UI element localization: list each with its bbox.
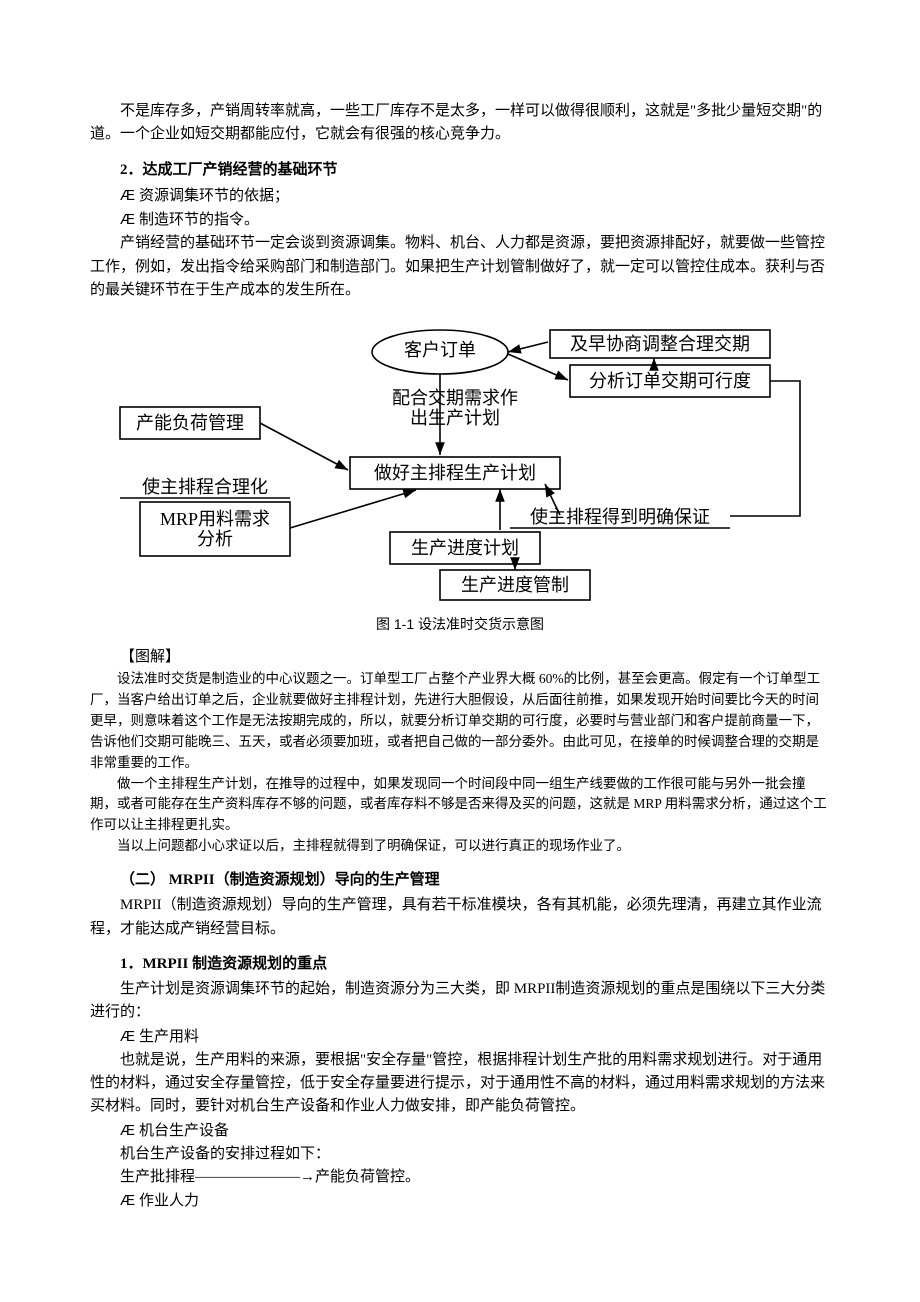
graphnote-p3: 当以上问题都小心求证以后，主排程就得到了明确保证，可以进行真正的现场作业了。 [90, 836, 830, 857]
svg-text:出生产计划: 出生产计划 [410, 408, 500, 428]
mrpii1-b3: 作业人力 [90, 1189, 830, 1213]
svg-text:做好主排程生产计划: 做好主排程生产计划 [374, 463, 536, 483]
sec2-bullet2: 制造环节的指令。 [90, 208, 830, 232]
svg-text:产能负荷管理: 产能负荷管理 [136, 413, 244, 433]
mrpii1-p3: 机台生产设备的安排过程如下： [90, 1143, 830, 1166]
mrpii1-heading: 1．MRPII 制造资源规划的重点 [90, 953, 830, 976]
section2-heading: 2．达成工厂产销经营的基础环节 [90, 159, 830, 182]
sec2-bullet1: 资源调集环节的依据； [90, 184, 830, 208]
sectwo-heading: （二） MRPII（制造资源规划）导向的生产管理 [90, 869, 830, 892]
diagram-caption: 图 1-1 设法准时交货示意图 [90, 614, 830, 636]
mrpii1-b1: 生产用料 [90, 1025, 830, 1049]
svg-text:配合交期需求作: 配合交期需求作 [392, 388, 518, 408]
mrpii1-b2: 机台生产设备 [90, 1119, 830, 1143]
document-page: 不是库存多，产销周转率就高，一些工厂库存不是太多，一样可以做得很顺利，这就是"多… [0, 0, 920, 1302]
mrpii1-p2: 也就是说，生产用料的来源，要根据"安全存量"管控，根据排程计划生产批的用料需求规… [90, 1049, 830, 1119]
svg-text:客户订单: 客户订单 [404, 340, 476, 360]
mrpii1-p4: 生产批排程———————→产能负荷管控。 [90, 1166, 830, 1189]
graphnote-p2: 做一个主排程生产计划，在推导的过程中，如果发现同一个时间段中同一组生产线要做的工… [90, 774, 830, 837]
graphnote-title: 【图解】 [90, 646, 830, 669]
svg-text:MRP用料需求: MRP用料需求 [160, 509, 270, 529]
svg-text:分析订单交期可行度: 分析订单交期可行度 [589, 371, 751, 391]
flowchart-diagram: 客户订单 及早协商调整合理交期分析订单交期可行度配合交期需求作出生产计划 产能负荷管… [90, 312, 830, 612]
svg-text:使主排程合理化: 使主排程合理化 [142, 477, 268, 497]
graphnote-p1: 设法准时交货是制造业的中心议题之一。订单型工厂占整个产业界大概 60%的比例，甚… [90, 669, 830, 774]
sec2-paragraph: 产销经营的基础环节一定会谈到资源调集。物料、机台、人力都是资源，要把资源排配好，… [90, 232, 830, 302]
svg-text:生产进度计划: 生产进度计划 [411, 538, 519, 558]
svg-text:及早协商调整合理交期: 及早协商调整合理交期 [570, 334, 750, 354]
intro-paragraph: 不是库存多，产销周转率就高，一些工厂库存不是太多，一样可以做得很顺利，这就是"多… [90, 100, 830, 147]
svg-text:生产进度管制: 生产进度管制 [461, 575, 569, 595]
mrpii1-p1: 生产计划是资源调集环节的起始，制造资源分为三大类，即 MRPII制造资源规划的重… [90, 978, 830, 1025]
sectwo-p1: MRPII（制造资源规划）导向的生产管理，具有若干标准模块，各有其机能，必须先理… [90, 894, 830, 941]
svg-text:分析: 分析 [197, 529, 233, 549]
